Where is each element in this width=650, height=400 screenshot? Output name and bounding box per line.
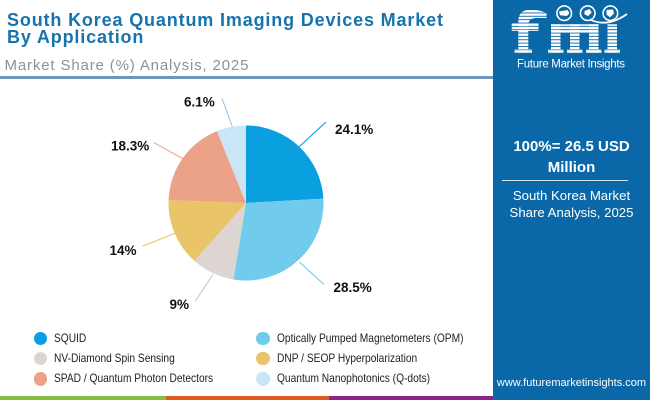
svg-text:14%: 14% bbox=[110, 243, 137, 258]
svg-text:18.3%: 18.3% bbox=[111, 139, 149, 154]
svg-text:24.1%: 24.1% bbox=[335, 122, 373, 137]
svg-text:Future Market Insights: Future Market Insights bbox=[517, 59, 625, 71]
svg-text:9%: 9% bbox=[170, 297, 190, 312]
svg-text:28.5%: 28.5% bbox=[334, 280, 372, 295]
svg-text:6.1%: 6.1% bbox=[184, 95, 215, 110]
